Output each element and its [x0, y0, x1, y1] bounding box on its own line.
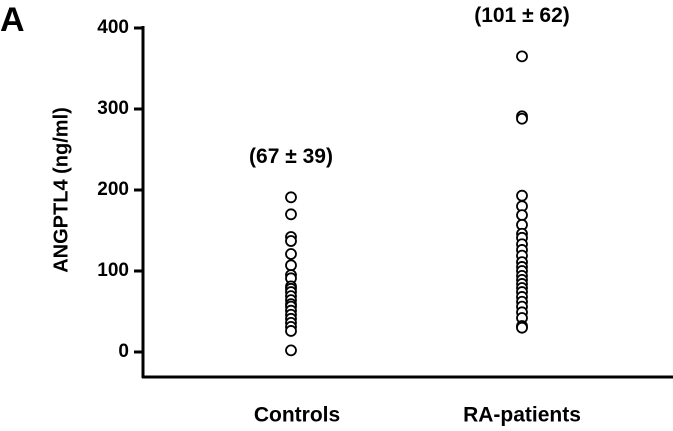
data-point	[285, 191, 297, 204]
annotation: (67 ± 39)	[249, 145, 333, 168]
y-tick-label: 400	[97, 17, 129, 38]
data-point	[285, 259, 297, 272]
panel-label: A	[0, 1, 25, 39]
data-point	[285, 235, 297, 247]
data-point	[516, 321, 528, 334]
data-point	[285, 208, 297, 221]
data-point	[285, 325, 297, 337]
x-tick-label: RA-patients	[463, 404, 581, 427]
data-point	[516, 189, 528, 202]
x-tick-label: Controls	[254, 404, 340, 427]
y-tick-label: 200	[97, 179, 129, 200]
data-point	[516, 50, 528, 63]
y-tick-label: 300	[97, 98, 129, 119]
data-point	[516, 112, 528, 125]
annotation: (101 ± 62)	[474, 4, 570, 27]
y-tick-label: 100	[97, 260, 129, 281]
data-point	[285, 344, 297, 357]
data-point	[516, 209, 528, 222]
data-point	[285, 248, 297, 260]
y-tick-label: 0	[118, 341, 129, 362]
y-axis-label: ANGPTL4 (ng/ml)	[50, 107, 72, 273]
